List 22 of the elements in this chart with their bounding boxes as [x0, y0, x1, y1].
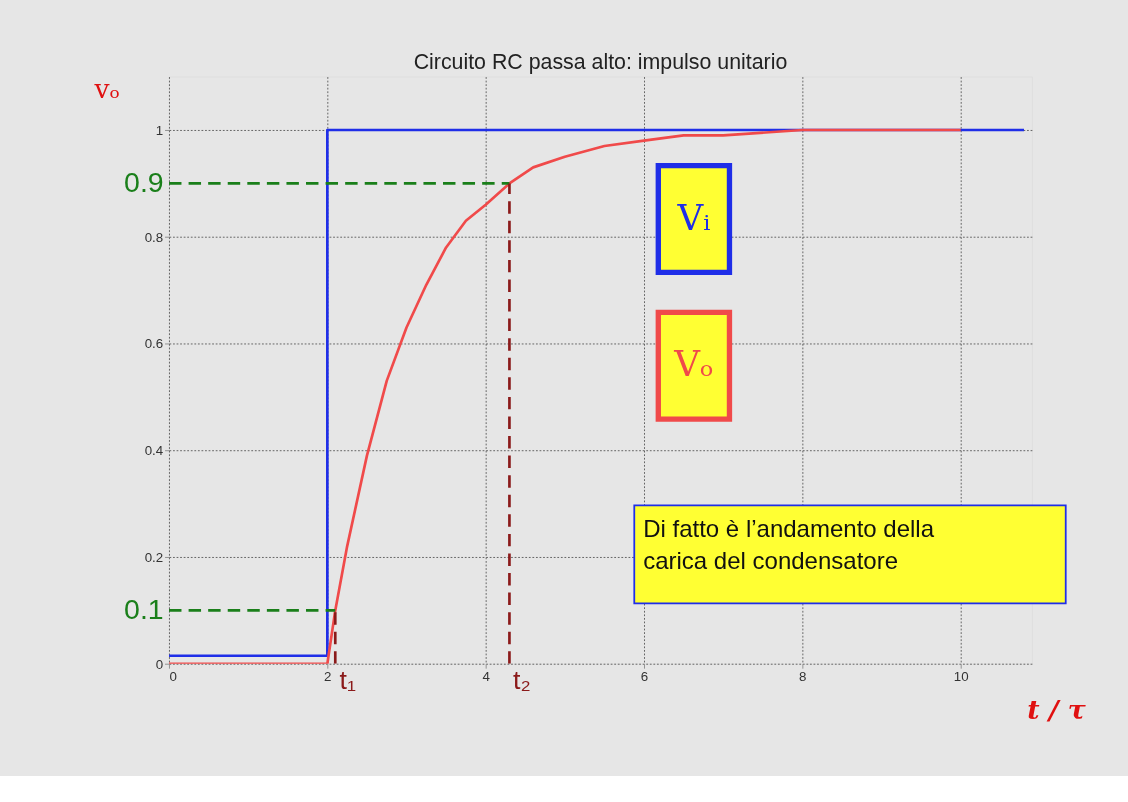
- x-tick-label: 6: [640, 669, 649, 685]
- y-tick-label: 0.8: [144, 229, 164, 245]
- chart-title: Circuito RC passa alto: impulso unitario: [413, 49, 788, 74]
- x-tick-label: 2: [324, 669, 332, 685]
- y-tick-label: 0.6: [144, 336, 164, 352]
- y-tick-label: 1: [155, 122, 164, 138]
- annotation: t₁: [339, 664, 356, 695]
- annotation: Di fatto è l’andamento della carica del condensatore: [643, 514, 935, 574]
- x-axis-title: t / τ: [1027, 694, 1086, 726]
- series-label: Vᵢ: [676, 196, 711, 238]
- y-tick-label: 0: [155, 656, 164, 672]
- text: Vₒ: [673, 343, 714, 385]
- x-tick-label: 4: [482, 669, 491, 685]
- y-tick-label: 0.4: [144, 443, 164, 459]
- annotation: 0.9: [124, 166, 164, 199]
- x-tick-label: 10: [953, 669, 969, 685]
- annotation: 0.1: [124, 593, 164, 626]
- y-axis-title: vₒ: [93, 73, 120, 105]
- x-tick-label: 8: [799, 669, 807, 685]
- y-tick-label: 0.2: [144, 549, 164, 565]
- x-tick-label: 0: [169, 669, 177, 685]
- annotation: t₂: [513, 664, 531, 695]
